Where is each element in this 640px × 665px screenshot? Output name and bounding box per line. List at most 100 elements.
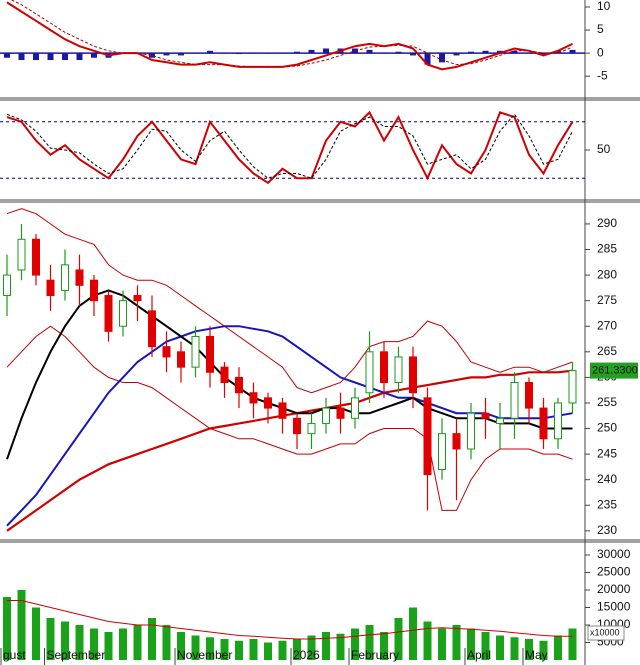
- candle-body: [322, 407, 330, 424]
- volume-bar: [452, 625, 461, 660]
- volume-bar: [394, 618, 403, 660]
- volume-bar: [438, 628, 446, 660]
- y-tick-label: 265: [597, 344, 617, 358]
- volume-bar: [336, 633, 345, 660]
- histogram-bar: [4, 53, 10, 58]
- candle-body: [249, 392, 258, 404]
- histogram-bar: [91, 53, 97, 58]
- volume-bar: [61, 621, 69, 660]
- histogram-bar: [424, 53, 431, 65]
- histogram-bar: [395, 51, 402, 54]
- histogram-bar: [236, 53, 242, 55]
- candle-body: [496, 417, 504, 424]
- candle-body: [554, 402, 562, 440]
- x-tick-label: April: [467, 648, 491, 662]
- candle-body: [394, 356, 403, 383]
- oscillator-line: [6, 113, 573, 179]
- volume-bar: [351, 628, 359, 660]
- histogram-bar: [149, 53, 155, 58]
- volume-bar: [3, 597, 11, 660]
- y-tick-label: 275: [597, 293, 617, 307]
- overlay-line: [6, 289, 573, 460]
- histogram-bar: [497, 50, 503, 54]
- volume-bar: [423, 621, 432, 660]
- volume-bar: [380, 632, 388, 660]
- histogram-bar: [540, 53, 547, 56]
- candle-body: [75, 269, 84, 286]
- candle-body: [481, 412, 490, 419]
- y-tick-label: 0: [597, 45, 604, 59]
- candle-body: [380, 351, 388, 383]
- candle-body: [191, 335, 200, 368]
- candle-body: [177, 351, 185, 368]
- y-tick-label: 30000: [597, 547, 631, 561]
- volume-bar: [409, 607, 417, 660]
- histogram-bar: [366, 49, 373, 54]
- volume-bar: [32, 607, 40, 660]
- histogram-bar: [323, 48, 329, 54]
- histogram-bar: [453, 53, 460, 56]
- indicator-line: [6, 1, 573, 71]
- unit-box: [587, 625, 625, 641]
- histogram-bar: [482, 50, 489, 54]
- y-tick-label: 270: [597, 318, 617, 332]
- candle-body: [293, 417, 301, 435]
- volume-bar: [75, 625, 84, 660]
- y-tick-label: 240: [597, 472, 617, 486]
- histogram-bar: [62, 53, 68, 61]
- y-tick-label: 235: [597, 497, 617, 511]
- volume-bar: [249, 639, 258, 660]
- histogram-bar: [265, 53, 271, 54]
- histogram-bar: [163, 53, 170, 56]
- candle-body: [278, 402, 287, 419]
- candle-body: [539, 407, 548, 440]
- volume-bar: [278, 640, 287, 660]
- overlay-line: [6, 325, 573, 527]
- volume-bar: [148, 618, 156, 660]
- histogram-bar: [250, 53, 257, 54]
- y-tick-label: 50: [597, 142, 611, 156]
- candle-body: [17, 238, 26, 271]
- y-tick-label: -5: [597, 68, 608, 82]
- candle-body: [148, 310, 156, 348]
- candle-body: [409, 356, 417, 394]
- y-tick-label: 245: [597, 446, 617, 460]
- volume-bar: [307, 635, 316, 660]
- histogram-bar: [381, 53, 387, 54]
- candle-body: [452, 433, 461, 450]
- candle-body: [90, 279, 98, 302]
- x-tick-label: gust: [3, 648, 26, 662]
- histogram-bar: [221, 53, 228, 54]
- histogram-bar: [468, 51, 474, 54]
- candle-body: [525, 381, 533, 409]
- x-tick-label: September: [47, 648, 106, 662]
- candle-body: [119, 300, 127, 327]
- y-tick-label: 280: [597, 267, 617, 281]
- unit-label: x10000: [590, 627, 620, 637]
- overlay-line: [6, 369, 573, 532]
- candle-body: [61, 264, 69, 291]
- candle-body: [46, 279, 55, 297]
- x-tick-label: February: [351, 648, 399, 662]
- x-tick-label: 2026: [293, 648, 320, 662]
- candle-body: [32, 238, 40, 276]
- y-tick-label: 10: [597, 0, 611, 13]
- volume-bar: [481, 632, 490, 660]
- histogram-bar: [279, 53, 286, 54]
- candle-body: [510, 381, 519, 419]
- volume-bar: [90, 628, 98, 660]
- histogram-bar: [192, 53, 199, 54]
- volume-bar: [539, 640, 548, 660]
- candle-body: [220, 366, 229, 383]
- overlay-line: [6, 325, 573, 511]
- indicator-line: [10, 0, 573, 68]
- y-tick-label: 20000: [597, 582, 631, 596]
- candle-body: [307, 422, 316, 435]
- histogram-bar: [18, 53, 25, 61]
- volume-bar: [365, 625, 374, 660]
- candle-body: [264, 397, 272, 409]
- volume-bar: [206, 637, 214, 660]
- overlay-line: [6, 208, 573, 394]
